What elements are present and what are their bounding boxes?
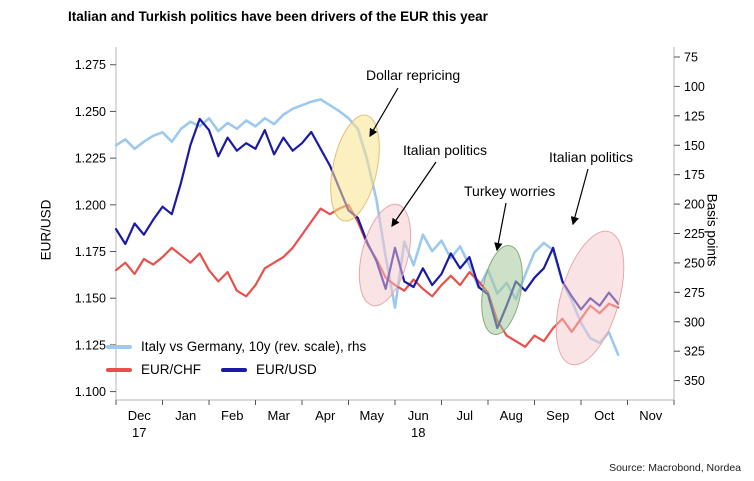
- annotation-arrow-2: [494, 202, 507, 252]
- x-axis-month-label: Oct: [594, 408, 615, 423]
- left-axis-tick-label: 1.125: [75, 338, 106, 352]
- left-axis-tick-label: 1.150: [75, 292, 106, 306]
- annotation-label-3: Italian politics: [549, 149, 633, 165]
- x-axis-month-label: Dec: [128, 408, 152, 423]
- x-axis-year-label: 18: [411, 425, 425, 440]
- x-axis-month-label: Sep: [546, 408, 569, 423]
- chart-title: Italian and Turkish politics have been d…: [68, 9, 488, 24]
- left-axis-tick-label: 1.100: [75, 385, 106, 399]
- y-axis-label-right: Basis points: [704, 193, 720, 267]
- dollar-repricing-highlight: [330, 114, 380, 222]
- legend-swatch-eurchf: [106, 367, 132, 372]
- turkey-worries-highlight: [481, 245, 523, 335]
- x-axis-month-label: Jul: [456, 408, 473, 423]
- legend-label-eurchf: EUR/CHF: [141, 362, 201, 377]
- right-axis-tick-label: 100: [684, 80, 705, 94]
- right-axis-tick-label: 275: [684, 286, 705, 300]
- x-axis-month-label: Apr: [315, 408, 336, 423]
- x-axis-month-label: Jun: [408, 408, 429, 423]
- legend-swatch-italy-germany: [106, 344, 132, 349]
- right-axis-tick-label: 175: [684, 168, 705, 182]
- y-axis-label-left: EUR/USD: [38, 199, 54, 261]
- annotation-arrow-0: [369, 87, 399, 138]
- annotation-label-2: Turkey worries: [464, 183, 555, 199]
- source-note: Source: Macrobond, Nordea: [609, 462, 741, 474]
- right-axis-tick-label: 300: [684, 315, 705, 329]
- legend: Italy vs Germany, 10y (rev. scale), rhs …: [106, 339, 366, 385]
- left-axis-tick-label: 1.250: [75, 105, 106, 119]
- annotation-arrow-3: [570, 168, 589, 226]
- annotation-arrow-1: [391, 161, 437, 228]
- x-axis-month-label: Jan: [175, 408, 196, 423]
- x-axis-month-label: Aug: [500, 408, 523, 423]
- x-axis-month-label: Nov: [639, 408, 663, 423]
- legend-row-fx: EUR/CHF EUR/USD: [106, 362, 366, 377]
- right-axis-tick-label: 75: [684, 51, 698, 65]
- legend-row-italy-germany: Italy vs Germany, 10y (rev. scale), rhs: [106, 339, 366, 354]
- italian-politics-oct-highlight: [555, 230, 625, 366]
- legend-label-eurusd: EUR/USD: [256, 362, 317, 377]
- x-axis-month-label: Feb: [221, 408, 243, 423]
- italian-politics-may-highlight: [358, 203, 412, 307]
- legend-label-italy-germany: Italy vs Germany, 10y (rev. scale), rhs: [141, 339, 367, 354]
- left-axis-tick-label: 1.200: [75, 198, 106, 212]
- chart-canvas: 1.275 1.250 1.225 1.200 1.175 1.150 1.125 1.100…: [75, 47, 705, 440]
- x-axis-month-label: May: [359, 408, 384, 423]
- x-axis-year-label: 17: [132, 425, 146, 440]
- right-axis-tick-label: 125: [684, 109, 705, 123]
- right-axis-tick-label: 250: [684, 256, 705, 270]
- left-axis-tick-label: 1.225: [75, 152, 106, 166]
- right-axis-tick-label: 225: [684, 227, 705, 241]
- annotation-label-0: Dollar repricing: [366, 67, 460, 83]
- right-axis-tick-label: 350: [684, 374, 705, 388]
- right-axis-tick-label: 150: [684, 139, 705, 153]
- annotation-label-1: Italian politics: [403, 142, 487, 158]
- right-axis-tick-label: 325: [684, 345, 705, 359]
- left-axis-tick-label: 1.275: [75, 58, 106, 72]
- legend-swatch-eurusd: [221, 367, 247, 372]
- right-axis-tick-label: 200: [684, 198, 705, 212]
- x-axis-month-label: Mar: [268, 408, 291, 423]
- left-axis-tick-label: 1.175: [75, 245, 106, 259]
